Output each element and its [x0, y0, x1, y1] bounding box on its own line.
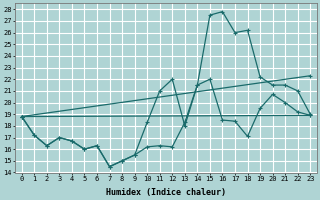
X-axis label: Humidex (Indice chaleur): Humidex (Indice chaleur): [106, 188, 226, 197]
